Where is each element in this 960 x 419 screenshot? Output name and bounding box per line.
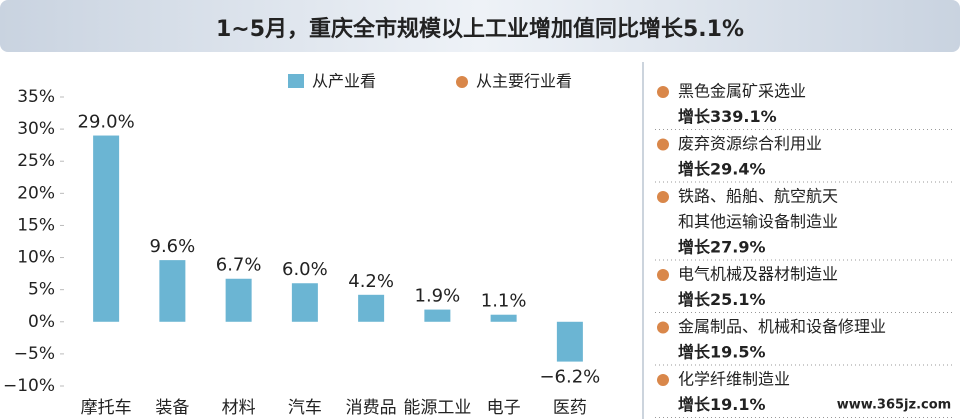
item-name: 和其他运输设备制造业: [678, 212, 838, 231]
y-tick-label: 0%: [28, 312, 55, 332]
y-tick-label: −5%: [14, 344, 55, 364]
bar: [225, 278, 252, 322]
legend-label: 从产业看: [312, 72, 376, 91]
legend-label: 从主要行业看: [476, 72, 572, 91]
value-label: −6.2%: [539, 367, 600, 388]
watermark-box: [832, 395, 956, 415]
item-dot: [657, 86, 669, 98]
value-label: 6.7%: [216, 255, 262, 276]
item-name: 金属制品、机械和设备修理业: [678, 317, 886, 336]
legend-dot: [456, 76, 468, 88]
bar: [358, 294, 385, 322]
x-tick-label: 电子: [487, 398, 521, 418]
bar: [556, 321, 583, 362]
item-dot: [657, 269, 669, 281]
item-dot: [657, 374, 669, 386]
item-dot: [657, 138, 669, 151]
bar: [490, 314, 517, 322]
item-growth: 增长27.9%: [678, 238, 766, 257]
value-label: 29.0%: [78, 112, 135, 133]
bar: [93, 135, 120, 322]
y-tick-label: 5%: [28, 280, 55, 300]
item-growth: 增长29.4%: [678, 160, 766, 179]
x-tick-label: 摩托车: [81, 398, 132, 418]
bar: [291, 283, 318, 322]
x-tick-label: 装备: [155, 398, 189, 418]
bar: [424, 309, 451, 322]
y-tick-label: 15%: [17, 215, 55, 235]
y-tick-label: 10%: [17, 248, 55, 268]
item-name: 黑色金属矿采选业: [678, 82, 806, 101]
title-bar: [0, 0, 960, 52]
item-dot: [657, 191, 669, 203]
value-label: 9.6%: [150, 236, 196, 257]
value-label: 6.0%: [282, 259, 328, 280]
x-tick-label: 消费品: [346, 398, 397, 418]
item-growth: 增长25.1%: [678, 290, 766, 309]
x-tick-label: 医药: [553, 398, 587, 418]
item-name: 电气机械及器材制造业: [678, 265, 838, 284]
item-growth: 增长19.1%: [678, 395, 766, 414]
item-name: 铁路、船舶、航空航天: [678, 187, 838, 206]
chart-title: 1~5月，重庆全市规模以上工业增加值同比增长5.1%: [216, 16, 744, 42]
x-tick-label: 能源工业: [403, 398, 471, 418]
y-tick-label: 35%: [17, 87, 55, 107]
legend-swatch: [288, 74, 304, 88]
y-tick-label: 30%: [17, 119, 55, 139]
y-tick-label: 25%: [17, 151, 55, 171]
item-growth: 增长339.1%: [678, 107, 777, 126]
item-name: 废弃资源综合利用业: [678, 134, 822, 153]
value-label: 1.1%: [481, 291, 527, 312]
y-tick-label: 20%: [17, 183, 55, 203]
value-label: 1.9%: [415, 286, 461, 307]
x-tick-label: 汽车: [288, 398, 322, 418]
item-growth: 增长19.5%: [678, 343, 766, 362]
item-dot: [657, 321, 669, 334]
item-name: 化学纤维制造业: [678, 370, 790, 389]
y-tick-label: −10%: [3, 376, 55, 396]
x-tick-label: 材料: [222, 398, 256, 418]
bar: [159, 260, 186, 322]
value-label: 4.2%: [348, 271, 394, 292]
watermark: www.365jz.com: [837, 398, 951, 413]
